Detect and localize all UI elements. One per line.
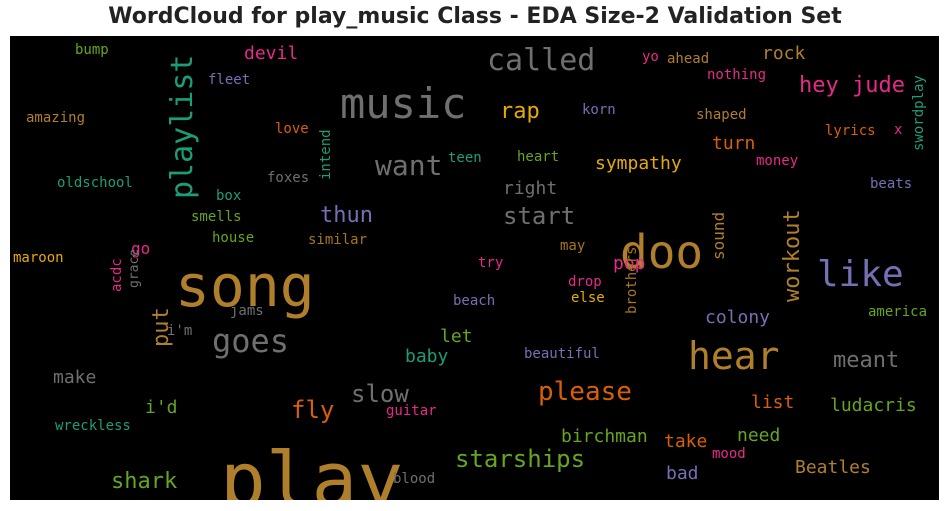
word-house: house xyxy=(212,230,254,246)
word-try: try xyxy=(478,255,503,271)
word-similar: similar xyxy=(308,232,367,248)
word-else: else xyxy=(571,290,605,306)
word-mood: mood xyxy=(712,446,746,462)
word-devil: devil xyxy=(244,43,298,64)
wordcloud-svg: play song doo music playlist like hear called go… xyxy=(13,42,927,500)
word-colony: colony xyxy=(705,307,770,328)
word-let: let xyxy=(440,326,473,347)
word-swordplay: swordplay xyxy=(911,75,927,151)
word-lyrics: lyrics xyxy=(825,123,876,139)
word-foxes: foxes xyxy=(267,170,309,186)
word-make: make xyxy=(53,367,96,388)
word-smells: smells xyxy=(191,209,242,225)
word-oldschool: oldschool xyxy=(57,175,133,191)
word-jams: jams xyxy=(230,303,264,319)
word-birchman: birchman xyxy=(561,426,648,447)
word-beatles: Beatles xyxy=(795,457,871,478)
word-slow: slow xyxy=(351,380,409,408)
word-shaped: shaped xyxy=(696,107,747,123)
word-called: called xyxy=(487,43,595,78)
word-intend: intend xyxy=(318,129,334,180)
word-rap: rap xyxy=(500,99,540,124)
word-ludacris: ludacris xyxy=(830,395,917,416)
word-hear: hear xyxy=(688,334,780,378)
word-america: america xyxy=(868,304,927,320)
word-put: put xyxy=(149,307,174,347)
word-love: love xyxy=(275,121,309,137)
word-x: x xyxy=(894,122,902,138)
word-i-d: i'd xyxy=(145,397,178,418)
word-fleet: fleet xyxy=(208,72,250,88)
word-money: money xyxy=(756,153,798,169)
word-box: box xyxy=(216,188,241,204)
word-sympathy: sympathy xyxy=(595,153,682,174)
word-pop: pop xyxy=(613,253,646,274)
chart-title: WordCloud for play_music Class - EDA Siz… xyxy=(108,4,842,29)
word-go: go xyxy=(131,239,150,258)
word-like: like xyxy=(817,254,904,295)
word-meant: meant xyxy=(833,348,899,373)
word-beats: beats xyxy=(870,176,912,192)
word-song: song xyxy=(175,252,315,320)
word-grace: grace xyxy=(127,249,142,288)
word-acdc: acdc xyxy=(109,258,125,292)
word-i-m: i'm xyxy=(167,323,192,339)
word-korn: korn xyxy=(582,102,616,118)
word-sound: sound xyxy=(709,212,728,260)
word-bump: bump xyxy=(75,42,109,58)
word-goes: goes xyxy=(212,322,289,360)
word-play: play xyxy=(220,435,403,500)
word-want: want xyxy=(375,149,442,182)
word-guitar: guitar xyxy=(386,403,437,419)
word-need: need xyxy=(737,425,780,446)
word-rock: rock xyxy=(762,43,806,64)
word-wreckless: wreckless xyxy=(55,418,131,434)
word-maroon: maroon xyxy=(13,250,64,266)
word-yo: yo xyxy=(642,49,659,65)
word-starships: starships xyxy=(455,445,585,473)
word-heart: heart xyxy=(517,149,559,165)
word-turn: turn xyxy=(712,133,755,154)
word-start: start xyxy=(503,202,575,230)
word-playlist: playlist xyxy=(165,55,200,200)
word-drop: drop xyxy=(568,274,602,290)
word-fly: fly xyxy=(291,396,334,424)
word-ahead: ahead xyxy=(667,51,709,67)
word-take: take xyxy=(664,431,707,452)
word-thun: thun xyxy=(320,203,373,228)
word-list: list xyxy=(751,392,794,413)
word-amazing: amazing xyxy=(26,110,85,126)
word-shark: shark xyxy=(111,469,177,494)
word-beautiful: beautiful xyxy=(524,346,600,362)
word-teen: teen xyxy=(448,150,482,166)
word-please: please xyxy=(538,377,632,407)
word-blood: blood xyxy=(393,471,435,487)
word-workout: workout xyxy=(780,209,805,302)
word-nothing: nothing xyxy=(707,67,766,83)
word-may: may xyxy=(560,238,585,254)
word-beach: beach xyxy=(453,293,495,309)
word-right: right xyxy=(503,178,557,199)
wordcloud-canvas: play song doo music playlist like hear called go… xyxy=(10,36,939,500)
word-baby: baby xyxy=(405,346,449,367)
word-music: music xyxy=(340,79,466,128)
word-hey-jude: hey jude xyxy=(799,73,905,98)
word-brothers: brothers xyxy=(624,247,640,314)
word-bad: bad xyxy=(666,463,699,484)
word-doo: doo xyxy=(620,225,703,279)
